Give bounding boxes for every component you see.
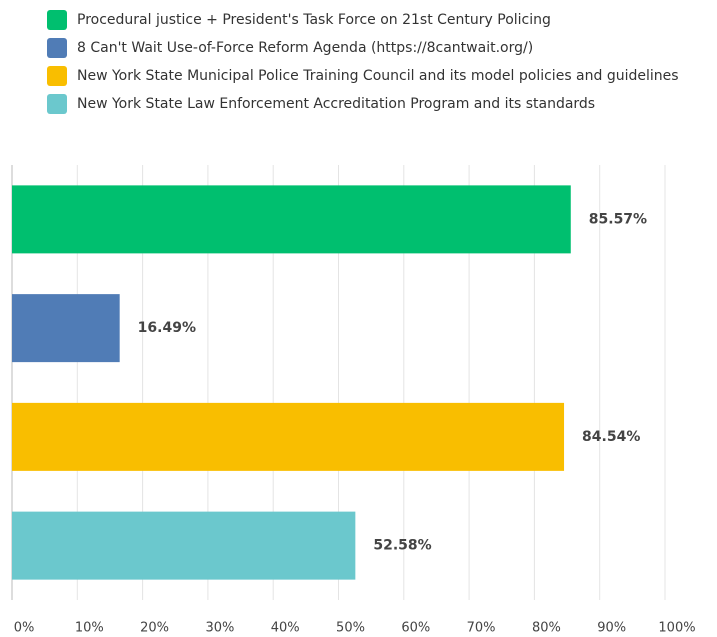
legend-label: New York State Law Enforcement Accredita… <box>77 96 595 112</box>
x-tick-label: 0% <box>14 621 35 636</box>
legend-swatch <box>47 66 67 86</box>
bar <box>12 185 571 254</box>
bar <box>12 294 120 363</box>
x-tick-label: 50% <box>336 621 365 636</box>
legend-label: New York State Municipal Police Training… <box>77 68 679 84</box>
legend-swatch <box>47 10 67 30</box>
legend-label: Procedural justice + President's Task Fo… <box>77 12 551 28</box>
x-tick-label: 20% <box>140 621 169 636</box>
x-tick-label: 90% <box>597 621 626 636</box>
value-label: 16.49% <box>138 320 196 336</box>
bar <box>12 511 356 580</box>
x-tick-label: 60% <box>401 621 430 636</box>
value-label: 85.57% <box>589 211 647 227</box>
x-tick-label: 10% <box>75 621 104 636</box>
value-label: 84.54% <box>582 429 640 445</box>
legend-label: 8 Can't Wait Use-of-Force Reform Agenda … <box>77 40 533 56</box>
bar <box>12 402 565 471</box>
x-tick-label: 70% <box>467 621 496 636</box>
value-label: 52.58% <box>373 538 431 554</box>
x-tick-label: 30% <box>205 621 234 636</box>
x-tick-label: 100% <box>658 621 695 636</box>
legend-swatch <box>47 94 67 114</box>
x-tick-label: 40% <box>271 621 300 636</box>
legend-swatch <box>47 38 67 58</box>
x-tick-label: 80% <box>532 621 561 636</box>
